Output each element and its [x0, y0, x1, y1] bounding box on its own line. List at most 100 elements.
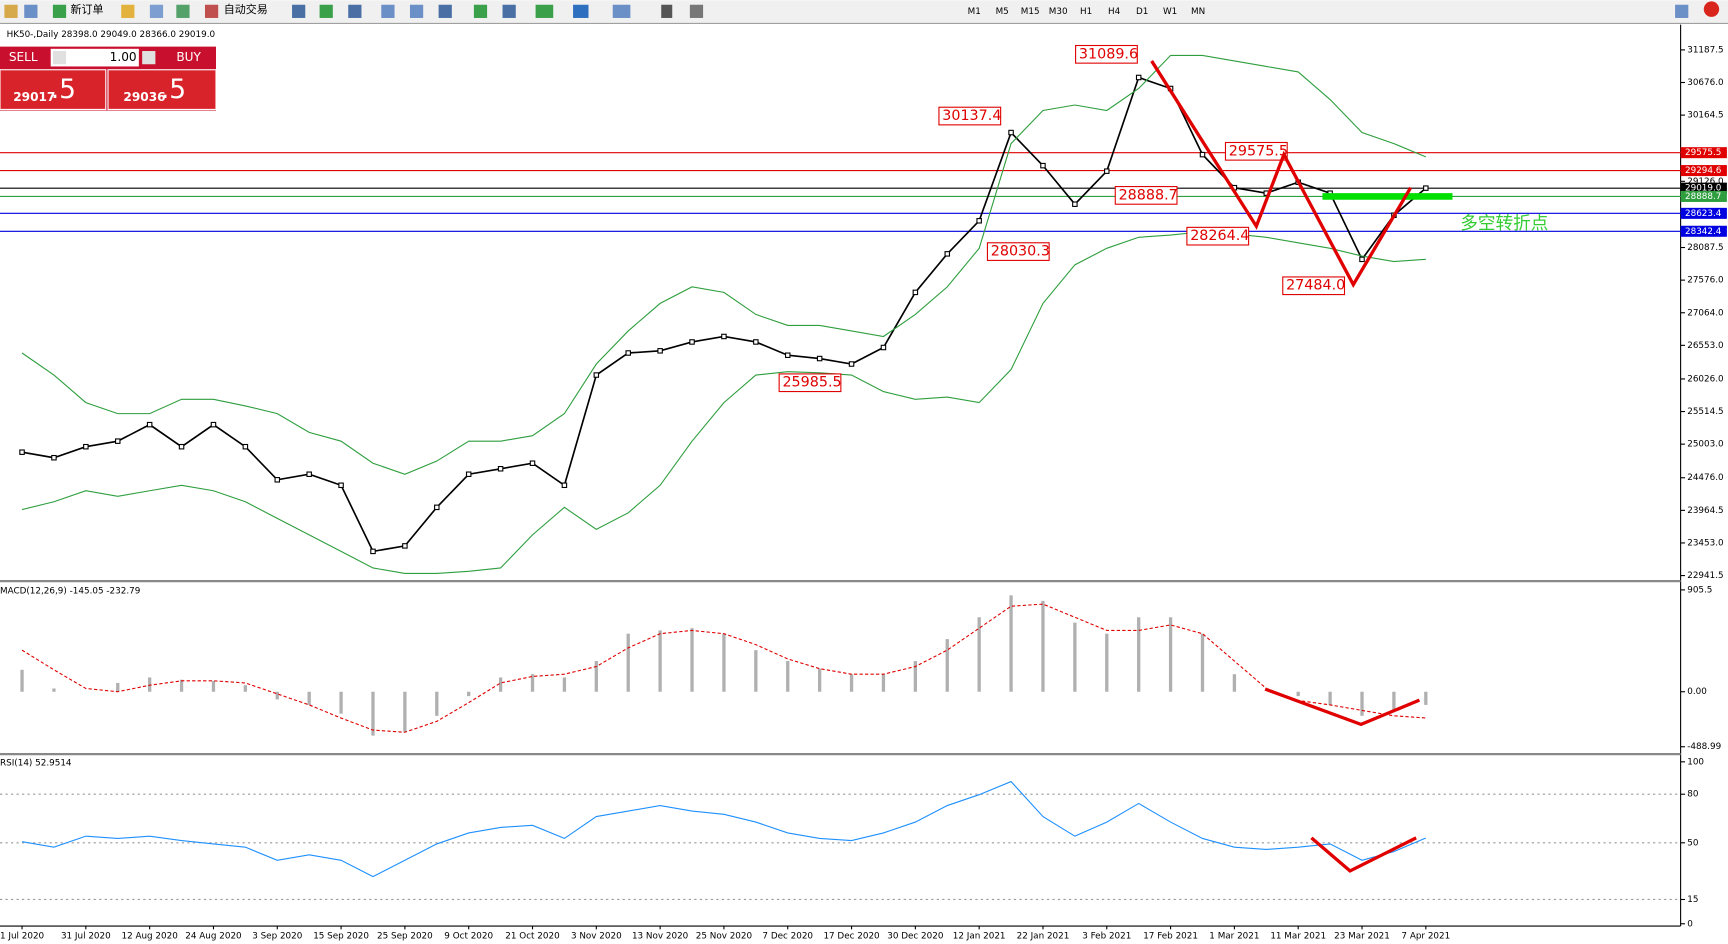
icon[interactable]	[292, 4, 306, 18]
notification-badge[interactable]	[1703, 1, 1720, 17]
macd-bar	[562, 677, 567, 692]
toolbar-icons	[4, 1, 1720, 18]
macd-bar	[148, 677, 152, 692]
buy-button[interactable]	[107, 69, 217, 110]
icon[interactable]	[612, 4, 631, 18]
icon[interactable]	[535, 4, 554, 18]
close-marker	[593, 372, 600, 378]
y-tick-label: 50	[1687, 838, 1699, 848]
icon[interactable]	[204, 4, 219, 18]
icon[interactable]	[319, 4, 333, 18]
timeframe-button[interactable]: D1	[1136, 7, 1148, 17]
icon[interactable]	[473, 4, 488, 18]
close-marker	[1072, 201, 1078, 207]
y-tick-label: 29126.0	[1687, 177, 1724, 187]
macd-bar	[1200, 633, 1205, 692]
macd-bar	[1041, 600, 1045, 692]
sell-label: SELL	[9, 50, 38, 64]
x-tick-label: 25 Sep 2020	[377, 931, 433, 941]
icon[interactable]	[381, 4, 395, 18]
icon[interactable]	[409, 4, 424, 18]
icon[interactable]	[24, 4, 38, 18]
macd-bar	[1296, 691, 1300, 697]
x-tick-label: 24 Aug 2020	[185, 931, 242, 941]
close-marker	[306, 471, 312, 477]
sell-button[interactable]	[0, 69, 107, 110]
close-marker	[912, 289, 919, 296]
close-marker	[178, 443, 185, 450]
x-tick-label: 31 Jul 2020	[61, 931, 111, 941]
timeframe-button[interactable]: M1	[968, 7, 981, 17]
icon[interactable]	[573, 4, 589, 18]
lot-down[interactable]	[52, 51, 67, 65]
sell-price-frac: .5	[51, 74, 76, 105]
close-marker	[338, 482, 344, 489]
icon[interactable]	[1675, 4, 1689, 18]
annotation-box	[1186, 226, 1250, 246]
icon[interactable]	[121, 4, 135, 18]
icon[interactable]	[348, 4, 362, 18]
icon[interactable]	[438, 4, 452, 18]
macd-bar	[690, 628, 694, 692]
timeframe-button[interactable]: MN	[1191, 7, 1205, 17]
close-marker	[689, 339, 695, 345]
buy-label: BUY	[176, 50, 201, 64]
icon[interactable]	[502, 4, 516, 18]
y-tick-label: 30676.0	[1687, 78, 1724, 88]
icon[interactable]	[52, 4, 67, 18]
x-tick-label: 22 Jan 2021	[1017, 931, 1070, 941]
x-tick-label: 12 Aug 2020	[121, 931, 178, 941]
close-marker	[753, 339, 759, 345]
close-marker	[1104, 168, 1110, 174]
close-marker	[1008, 129, 1014, 136]
price-tag	[1680, 190, 1727, 202]
lot-input[interactable]	[50, 48, 139, 67]
close-marker	[242, 443, 249, 450]
macd-bar	[1392, 691, 1396, 711]
annotation-box	[1224, 141, 1288, 161]
close-marker	[848, 361, 855, 367]
icon[interactable]	[689, 4, 704, 18]
timeframe-button[interactable]: W1	[1163, 7, 1177, 17]
timeframe-button[interactable]: M30	[1049, 7, 1068, 17]
close-marker	[1040, 162, 1046, 169]
y-tick-label: 24476.0	[1687, 473, 1724, 483]
series-line	[21, 603, 1426, 733]
annotation: 28264.4	[1190, 228, 1249, 244]
timeframe-button[interactable]: H1	[1080, 7, 1092, 17]
price-tag	[1680, 207, 1727, 219]
timeframe-button[interactable]: H4	[1108, 7, 1121, 17]
lot-up[interactable]	[142, 51, 156, 65]
buy-price-frac: .5	[161, 74, 186, 105]
close-marker	[816, 355, 823, 362]
toolbar-button[interactable]: 新订单	[71, 2, 104, 16]
x-tick-label: 3 Nov 2020	[571, 931, 622, 941]
rsi-title: RSI(14) 52.9514	[0, 758, 72, 768]
annotation: 31089.6	[1079, 46, 1138, 62]
annotation: 25985.5	[782, 375, 841, 391]
macd-bar	[116, 682, 120, 692]
close-marker	[880, 344, 887, 351]
icon[interactable]	[661, 4, 673, 18]
macd-bar	[1168, 617, 1173, 692]
price-tag	[1680, 225, 1727, 237]
macd-bar	[498, 677, 503, 692]
macd-bar	[52, 688, 56, 692]
price-tag-label: 28888.7	[1685, 192, 1721, 202]
macd-bar	[179, 679, 184, 692]
y-tick-label: 26026.0	[1687, 374, 1724, 384]
icon[interactable]	[149, 4, 164, 18]
icon[interactable]	[176, 4, 190, 18]
macd-bar	[530, 674, 535, 692]
icon[interactable]	[4, 4, 18, 18]
x-tick-label: 7 Apr 2021	[1401, 931, 1450, 941]
macd-bar	[435, 691, 439, 716]
series-line	[21, 54, 1427, 475]
toolbar-button[interactable]: 自动交易	[224, 2, 268, 16]
buy-price: 29036	[123, 90, 165, 104]
timeframe-button[interactable]: M15	[1021, 7, 1040, 17]
y-tick-label: 905.5	[1687, 585, 1712, 595]
annotation: 28030.3	[991, 244, 1050, 260]
timeframe-button[interactable]: M5	[996, 7, 1009, 17]
